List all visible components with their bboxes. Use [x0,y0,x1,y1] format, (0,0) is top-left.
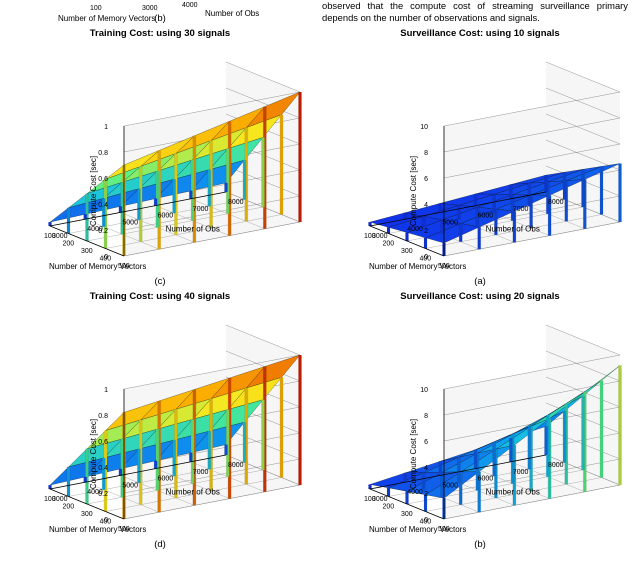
ztick-label: 1 [104,387,108,394]
panel-a: Surveillance Cost: using 10 signals02468… [320,26,640,289]
intro-text: observed that the compute cost of stream… [320,0,640,26]
ytick-label: 4000 [407,226,423,233]
ztick-label: 8 [424,413,428,420]
ytick-label: 5000 [122,482,138,489]
ytick-label: 7000 [513,469,529,476]
ztick-label: 1 [104,124,108,131]
ztick-label: 0.4 [98,465,108,472]
ylabel: Number of Obs [486,225,540,234]
ztick-label: 8 [424,150,428,157]
xtick-label: 300 [401,248,413,255]
figlabel-partial-b: (b) [0,13,320,24]
panel-figlabel: (c) [0,276,320,287]
ztick-label: 0.6 [98,176,108,183]
ztick-label: 2 [424,491,428,498]
ylabel: Number of Obs [166,225,220,234]
ylabel: Number of Obs [486,488,540,497]
panel-d: Training Cost: using 40 signals00.20.40.… [0,289,320,552]
xtick-label: 300 [401,511,413,518]
ytick-label: 5000 [442,219,458,226]
ztick-label: 10 [420,387,428,394]
ytick-label: 8000 [548,462,564,469]
zlabel: Compute Cost [sec] [409,156,418,226]
ytick-label: 3000 [372,496,388,503]
ytick-label: 7000 [513,206,529,213]
xlabel: Number of Memory Vectors [369,262,466,271]
figure-grid: 100 3000 4000 Number of Memory Vectors N… [0,0,640,577]
panel-figlabel: (d) [0,539,320,550]
xtick-label: 200 [63,504,75,511]
ytick-label: 5000 [122,219,138,226]
ytick-label: 6000 [478,213,494,220]
ytick-label: 5000 [442,482,458,489]
ztick-label: 0.8 [98,413,108,420]
panel-b: Surveillance Cost: using 20 signals02468… [320,289,640,552]
ztick-label: 6 [424,176,428,183]
ztick-label: 2 [424,228,428,235]
tick-x-100: 100 [90,5,102,12]
ztick-label: 10 [420,124,428,131]
ytick-label: 6000 [158,213,174,220]
xlabel: Number of Memory Vectors [49,262,146,271]
ytick-label: 4000 [87,226,103,233]
partial-panel-b: 100 3000 4000 Number of Memory Vectors N… [0,0,320,26]
ytick-label: 3000 [52,496,68,503]
ztick-label: 4 [424,202,428,209]
ytick-label: 7000 [193,469,209,476]
ytick-label: 8000 [548,199,564,206]
ytick-label: 4000 [407,489,423,496]
zlabel: Compute Cost [sec] [409,419,418,489]
xlabel: Number of Memory Vectors [49,525,146,534]
xtick-label: 200 [63,241,75,248]
zlabel: Compute Cost [sec] [89,156,98,226]
ztick-label: 4 [424,465,428,472]
xtick-label: 200 [383,504,395,511]
ztick-label: 0.4 [98,202,108,209]
ytick-label: 6000 [158,476,174,483]
ztick-label: 0.6 [98,439,108,446]
ytick-label: 8000 [228,462,244,469]
ytick-label: 6000 [478,476,494,483]
xtick-label: 300 [81,248,93,255]
ytick-label: 7000 [193,206,209,213]
ztick-label: 0.8 [98,150,108,157]
ylabel: Number of Obs [166,488,220,497]
ytick-label: 4000 [87,489,103,496]
tick-y-4000: 4000 [182,2,198,9]
zlabel: Compute Cost [sec] [89,419,98,489]
xtick-label: 200 [383,241,395,248]
ytick-label: 3000 [52,233,68,240]
spacer [0,552,640,577]
tick-y-3000: 3000 [142,5,158,12]
ytick-label: 8000 [228,199,244,206]
ztick-label: 6 [424,439,428,446]
ytick-label: 3000 [372,233,388,240]
panel-figlabel: (b) [320,539,640,550]
panel-figlabel: (a) [320,276,640,287]
xtick-label: 300 [81,511,93,518]
panel-c: Training Cost: using 30 signals00.20.40.… [0,26,320,289]
xlabel: Number of Memory Vectors [369,525,466,534]
